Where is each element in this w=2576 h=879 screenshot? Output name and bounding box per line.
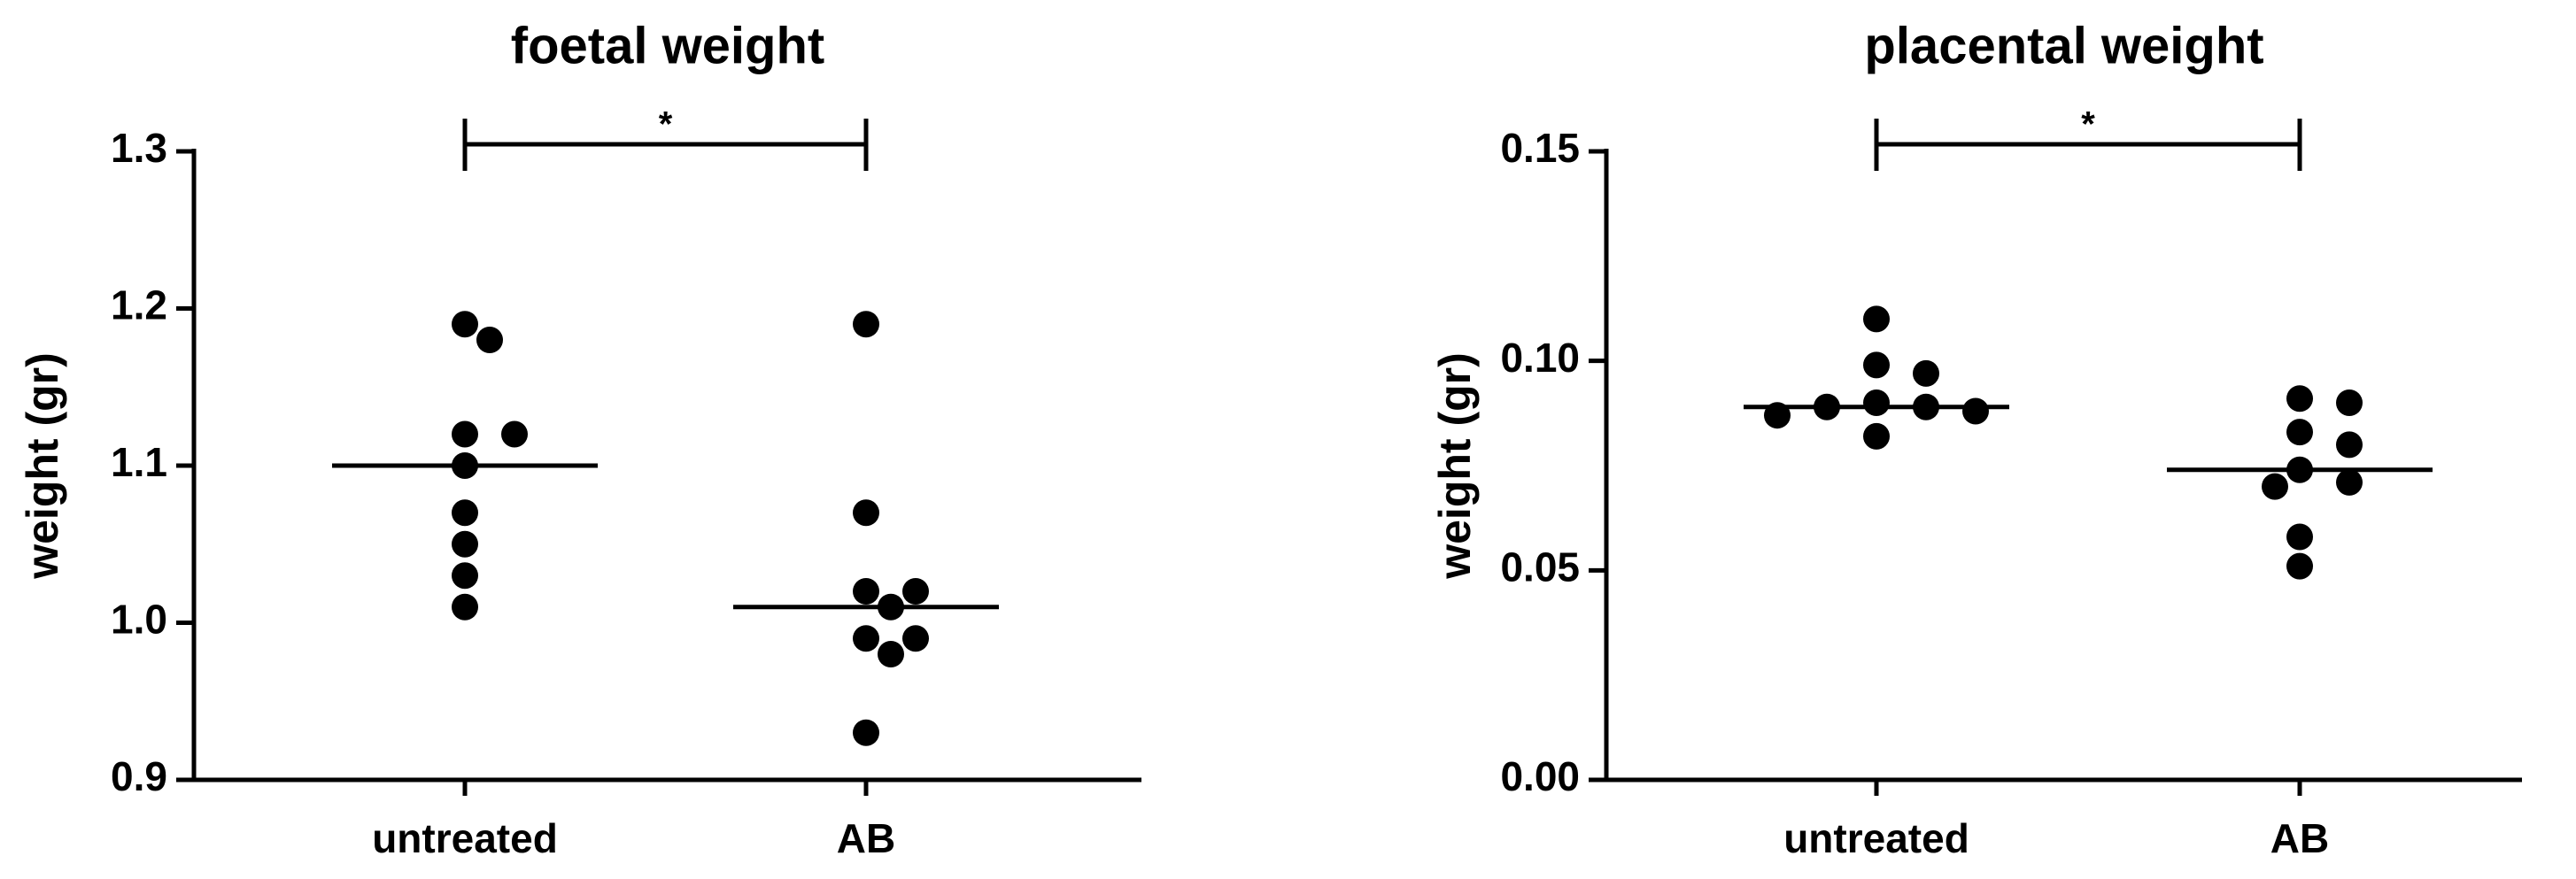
data-point — [452, 530, 478, 558]
chart-title: foetal weight — [511, 17, 824, 74]
data-point — [902, 578, 929, 605]
data-point — [1962, 397, 1989, 425]
y-axis-label: weight (gr) — [1430, 352, 1480, 580]
data-point — [853, 719, 879, 746]
data-point — [2336, 389, 2363, 416]
data-point — [1863, 305, 1890, 333]
y-tick-label: 1.0 — [111, 597, 167, 643]
data-point — [902, 625, 929, 652]
data-point — [452, 499, 478, 527]
data-point — [452, 562, 478, 590]
x-tick-label: untreated — [1783, 815, 1969, 861]
data-point — [2286, 552, 2313, 580]
data-point — [853, 311, 879, 338]
y-tick-label: 0.15 — [1500, 125, 1580, 171]
data-point — [853, 625, 879, 652]
data-point — [2286, 419, 2313, 446]
y-tick-label: 0.00 — [1500, 753, 1580, 799]
data-point — [476, 327, 503, 353]
y-tick-label: 0.05 — [1500, 544, 1580, 590]
data-point — [2336, 431, 2363, 459]
data-point — [2336, 468, 2363, 496]
data-point — [2286, 523, 2313, 551]
x-tick-label: AB — [837, 815, 895, 861]
data-point — [2262, 473, 2288, 500]
data-point — [878, 641, 904, 667]
data-point — [1863, 422, 1890, 450]
y-tick-label: 1.2 — [111, 282, 167, 328]
significance-label: * — [659, 105, 673, 144]
data-point — [452, 593, 478, 621]
data-point — [1863, 351, 1890, 379]
y-tick-label: 1.3 — [111, 125, 167, 171]
y-tick-label: 0.9 — [111, 753, 167, 799]
data-point — [853, 578, 879, 605]
x-tick-label: untreated — [372, 815, 558, 861]
y-tick-label: 0.10 — [1500, 335, 1580, 381]
data-point — [1913, 359, 1939, 387]
significance-bracket — [462, 119, 869, 171]
data-point — [1863, 389, 1890, 416]
data-point — [2286, 385, 2313, 413]
data-point — [501, 420, 528, 448]
x-tick-label: AB — [2270, 815, 2329, 861]
y-axis-label: weight (gr) — [18, 352, 67, 580]
y-tick-label: 1.1 — [111, 439, 167, 485]
chart-title: placental weight — [1864, 17, 2263, 74]
significance-bracket — [1874, 119, 2302, 171]
data-point — [452, 420, 478, 448]
data-point — [452, 311, 478, 338]
data-point — [853, 499, 879, 527]
significance-label: * — [2081, 105, 2095, 144]
